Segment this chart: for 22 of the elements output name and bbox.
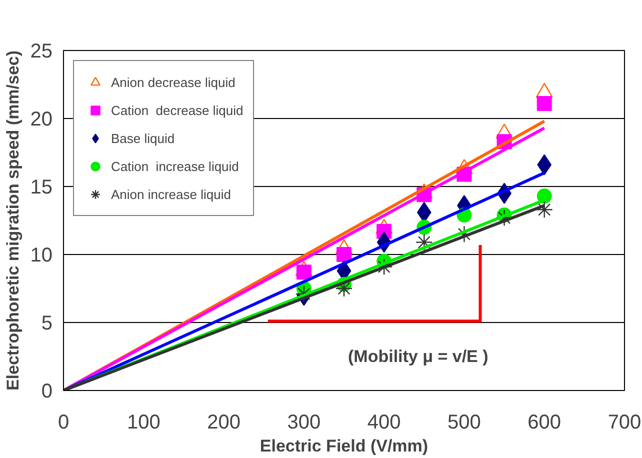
y-axis-title: Electrophoretic migration speed (mm/sec) (3, 50, 22, 391)
x-tick-label: 600 (528, 412, 562, 434)
legend-label: Cation increase liquid (111, 158, 239, 174)
annotation: (Mobility μ = v/E ) (348, 347, 488, 366)
x-tick-label: 300 (287, 412, 321, 434)
y-tick-label: 15 (30, 176, 53, 198)
legend-label: Cation decrease liquid (111, 102, 244, 118)
x-axis-title: Electric Field (V/mm) (260, 436, 428, 456)
x-tick-label: 0 (58, 412, 70, 434)
x-tick-label: 400 (367, 412, 401, 434)
legend-label: Base liquid (111, 130, 175, 146)
legend-label: Anion decrease liquid (111, 74, 236, 90)
legend-label: Anion increase liquid (111, 186, 231, 202)
x-tick-label: 700 (608, 412, 642, 434)
y-tick-label: 0 (41, 380, 52, 402)
x-tick-label: 500 (448, 412, 481, 434)
y-tick-label: 25 (30, 40, 53, 62)
y-tick-label: 10 (30, 244, 53, 266)
y-tick-label: 5 (41, 312, 52, 334)
y-tick-label: 20 (30, 108, 53, 130)
x-tick-label: 200 (207, 412, 240, 434)
x-tick-label: 100 (126, 412, 160, 434)
